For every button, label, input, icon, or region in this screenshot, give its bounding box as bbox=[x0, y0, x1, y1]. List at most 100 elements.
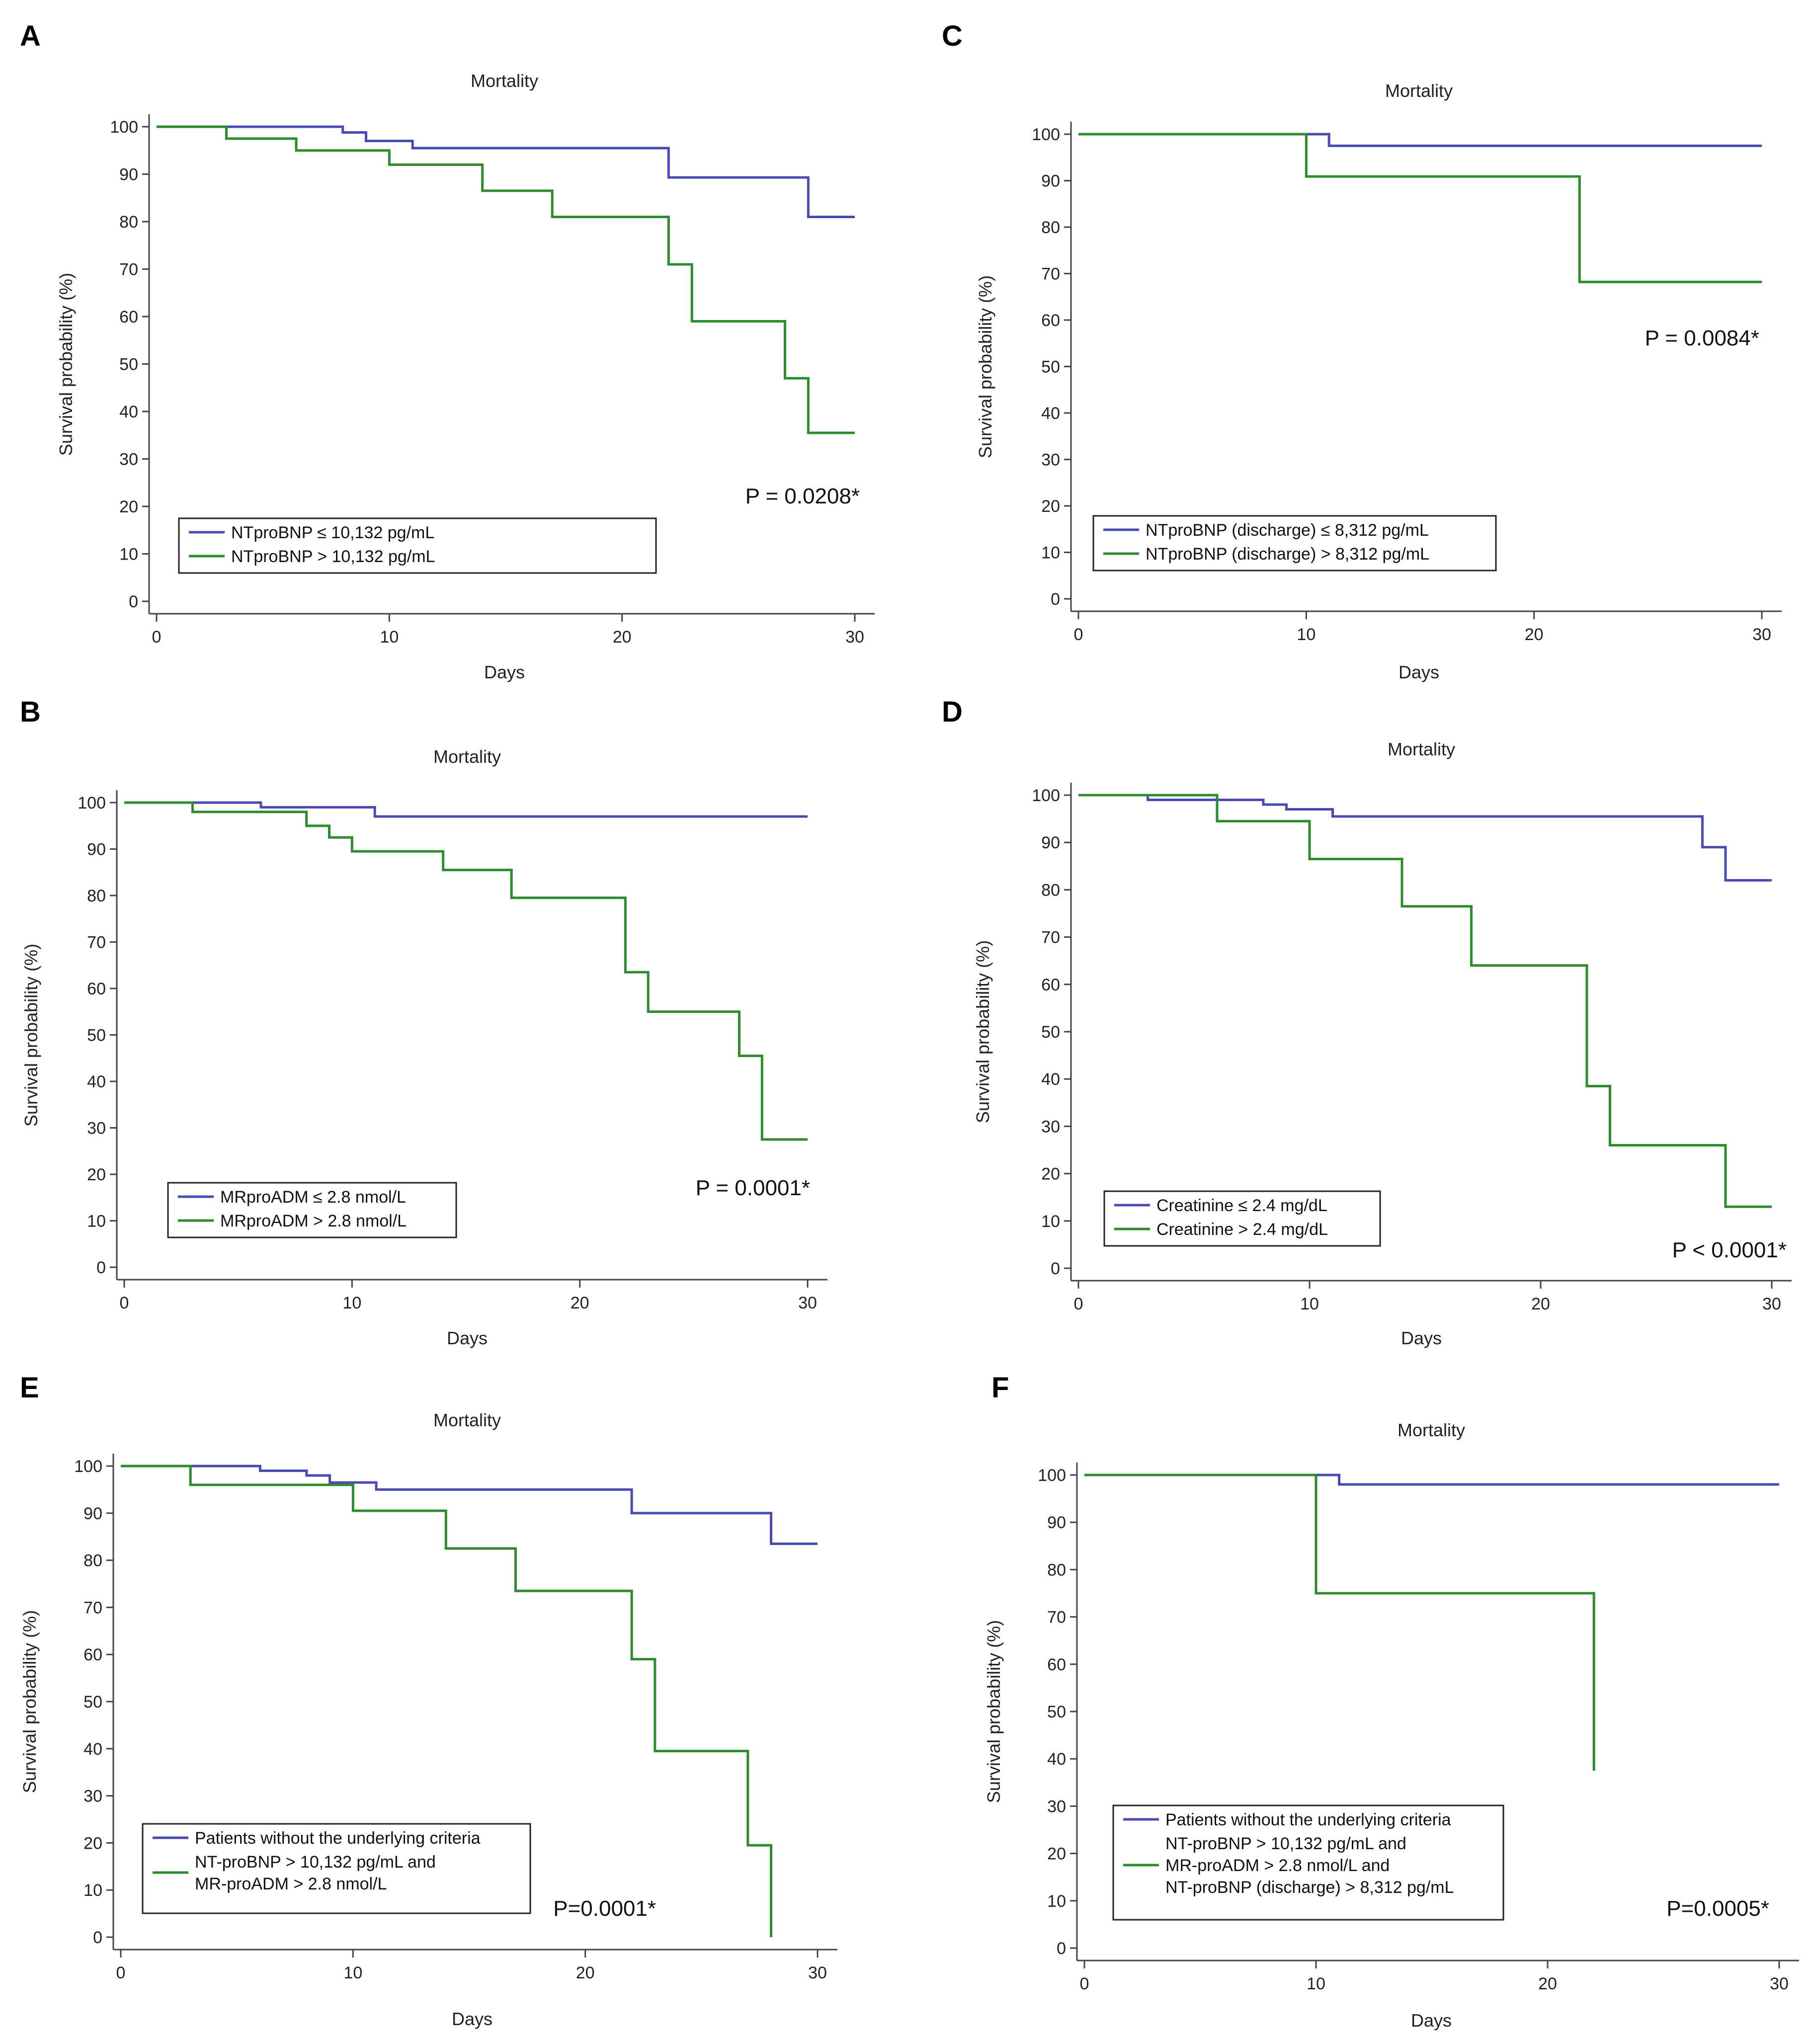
y-tick-label: 80 bbox=[1047, 1560, 1066, 1579]
y-axis-label: Survival probability (%) bbox=[21, 944, 41, 1127]
y-tick-label: 10 bbox=[83, 1881, 102, 1900]
legend-label-1: NTproBNP (discharge) ≤ 8,312 pg/mL bbox=[1146, 521, 1429, 540]
y-tick-label: 40 bbox=[83, 1740, 102, 1759]
legend: Patients without the underlying criteria… bbox=[1112, 1804, 1504, 1921]
p-value: P = 0.0208* bbox=[745, 484, 860, 508]
y-tick-label: 10 bbox=[87, 1212, 106, 1231]
x-tick-label: 20 bbox=[1531, 1295, 1550, 1313]
x-tick-label: 10 bbox=[1297, 625, 1316, 644]
legend-label-1: NTproBNP ≤ 10,132 pg/mL bbox=[231, 523, 434, 542]
x-tick-label: 0 bbox=[1080, 1974, 1089, 1993]
y-tick-label: 70 bbox=[1041, 928, 1060, 947]
x-tick-label: 20 bbox=[1525, 625, 1544, 644]
y-tick-label: 40 bbox=[119, 403, 138, 421]
x-tick-label: 30 bbox=[808, 1963, 827, 1982]
y-axis-label: Survival probability (%) bbox=[19, 1610, 40, 1793]
chart-title: Mortality bbox=[433, 746, 501, 767]
y-tick-label: 80 bbox=[87, 887, 106, 905]
panel-b: B Mortality 0 10 20 30 40 50 60 70 80 90 100 0 10 20 30 D… bbox=[20, 696, 827, 1348]
y-tick-label: 50 bbox=[119, 355, 138, 374]
legend-box bbox=[1103, 1190, 1381, 1247]
y-axis-label: Survival probability (%) bbox=[984, 1620, 1004, 1803]
y-tick-label: 40 bbox=[1041, 1070, 1060, 1089]
x-axis-label: Days bbox=[1401, 1328, 1442, 1348]
x-tick-label: 0 bbox=[120, 1294, 129, 1312]
x-tick-label: 0 bbox=[1074, 625, 1083, 644]
legend-label-1: Patients without the underlying criteria bbox=[1165, 1810, 1451, 1829]
y-tick-label: 60 bbox=[1047, 1655, 1066, 1674]
legend: Creatinine ≤ 2.4 mg/dL Creatinine > 2.4 m… bbox=[1103, 1190, 1381, 1247]
series-line-2 bbox=[1078, 794, 1772, 1208]
y-tick-label: 20 bbox=[83, 1834, 102, 1853]
y-tick-label: 50 bbox=[1047, 1703, 1066, 1721]
x-axis-label: Days bbox=[1399, 662, 1439, 682]
legend-box bbox=[167, 1182, 457, 1238]
y-tick-label: 40 bbox=[1047, 1750, 1066, 1769]
y-tick-label: 50 bbox=[1041, 1023, 1060, 1042]
x-axis-label: Days bbox=[447, 1328, 488, 1348]
series-line-1 bbox=[121, 1465, 818, 1545]
y-tick-label: 100 bbox=[1038, 1466, 1066, 1485]
y-tick-label: 70 bbox=[83, 1598, 102, 1617]
x-axis-label: Days bbox=[1411, 2010, 1452, 2031]
y-tick-label: 70 bbox=[1041, 265, 1060, 284]
series-line-2 bbox=[1078, 133, 1762, 283]
y-tick-label: 30 bbox=[1041, 1117, 1060, 1136]
legend-label-2: NTproBNP > 10,132 pg/mL bbox=[231, 547, 435, 566]
y-tick-label: 80 bbox=[119, 213, 138, 232]
y-tick-label: 100 bbox=[110, 118, 138, 137]
x-tick-label: 10 bbox=[1300, 1295, 1319, 1313]
y-tick-label: 10 bbox=[119, 545, 138, 564]
legend-label-2: Creatinine > 2.4 mg/dL bbox=[1156, 1220, 1328, 1239]
chart-title: Mortality bbox=[471, 71, 538, 91]
y-tick-label: 30 bbox=[83, 1787, 102, 1806]
y-tick-label: 30 bbox=[119, 450, 138, 469]
y-tick-label: 30 bbox=[87, 1119, 106, 1138]
y-tick-label: 90 bbox=[83, 1504, 102, 1523]
y-tick-label: 20 bbox=[1041, 497, 1060, 516]
y-tick-label: 10 bbox=[1047, 1892, 1066, 1911]
y-tick-label: 0 bbox=[129, 592, 138, 611]
p-value: P=0.0005* bbox=[1666, 1896, 1769, 1921]
chart-title: Mortality bbox=[1388, 739, 1455, 759]
panel-letter-d: D bbox=[942, 696, 963, 728]
legend-label-2: NT-proBNP (discharge) > 8,312 pg/mL bbox=[1165, 1878, 1454, 1897]
chart-title: Mortality bbox=[433, 1410, 501, 1430]
y-tick-label: 50 bbox=[83, 1693, 102, 1712]
y-tick-label: 0 bbox=[93, 1928, 102, 1947]
y-tick-label: 60 bbox=[1041, 311, 1060, 330]
series-line-2 bbox=[121, 1465, 773, 1937]
legend-label-2: MR-proADM > 2.8 nmol/L and bbox=[1165, 1856, 1390, 1875]
x-axis-label: Days bbox=[452, 2009, 493, 2029]
panel-letter-e: E bbox=[20, 1372, 39, 1404]
y-tick-label: 90 bbox=[1047, 1513, 1066, 1532]
x-tick-label: 30 bbox=[845, 628, 864, 647]
legend-box bbox=[1112, 1804, 1504, 1921]
y-tick-label: 0 bbox=[96, 1258, 106, 1277]
y-tick-label: 90 bbox=[87, 840, 106, 859]
panel-e: E Mortality 0 10 20 30 40 50 60 70 80 90 100 0 10 20 30 D… bbox=[19, 1372, 837, 2029]
legend: Patients without the underlying criteria… bbox=[142, 1823, 531, 1914]
panel-letter-b: B bbox=[20, 696, 41, 728]
y-tick-label: 60 bbox=[87, 980, 106, 998]
y-tick-label: 100 bbox=[78, 794, 106, 813]
y-tick-label: 20 bbox=[1041, 1165, 1060, 1184]
chart-title: Mortality bbox=[1385, 81, 1453, 101]
series-line-2 bbox=[124, 801, 808, 1141]
x-axis-label: Days bbox=[484, 662, 525, 682]
legend-label-1: Creatinine ≤ 2.4 mg/dL bbox=[1156, 1196, 1327, 1215]
x-tick-label: 20 bbox=[1538, 1974, 1557, 1993]
legend-label-2: MR-proADM > 2.8 nmol/L bbox=[195, 1875, 387, 1893]
legend-label-2: NTproBNP (discharge) > 8,312 pg/mL bbox=[1146, 545, 1429, 564]
y-tick-label: 70 bbox=[1047, 1608, 1066, 1627]
y-tick-label: 80 bbox=[1041, 881, 1060, 899]
x-tick-label: 30 bbox=[1752, 625, 1771, 644]
p-value: P=0.0001* bbox=[553, 1896, 656, 1921]
series-line-2 bbox=[1084, 1473, 1595, 1771]
y-tick-label: 80 bbox=[83, 1552, 102, 1570]
y-tick-label: 70 bbox=[119, 260, 138, 279]
x-tick-label: 10 bbox=[380, 628, 399, 647]
legend-box bbox=[1092, 515, 1497, 572]
y-tick-label: 40 bbox=[1041, 404, 1060, 423]
